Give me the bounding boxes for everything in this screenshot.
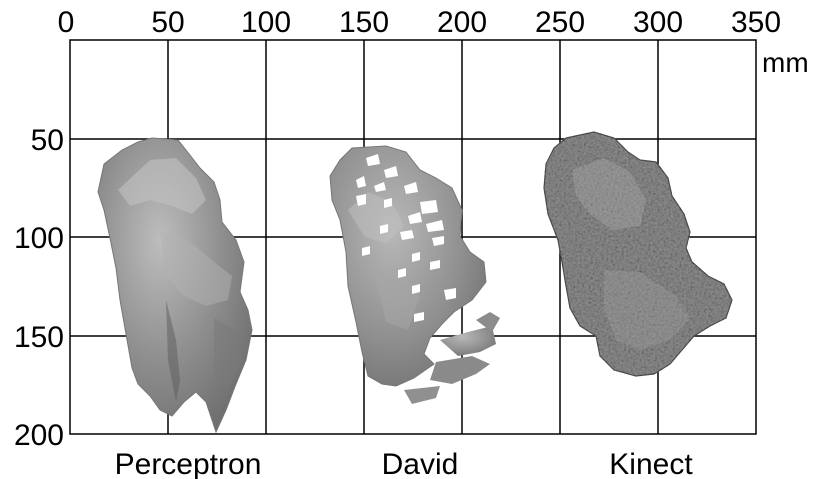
y-tick-label: 100 <box>14 222 64 255</box>
scan-label-david: David <box>382 448 459 479</box>
scan-label-kinect: Kinect <box>609 448 693 479</box>
kinect-scan <box>543 131 733 377</box>
scan-holes <box>356 154 456 322</box>
perceptron-scan <box>97 137 253 434</box>
y-tick-labels: 50 100 150 200 <box>14 124 64 452</box>
x-tick-label: 50 <box>151 6 184 39</box>
y-tick-label: 50 <box>31 124 64 157</box>
x-tick-label: 0 <box>58 6 75 39</box>
x-tick-label: 150 <box>339 6 389 39</box>
x-tick-label: 200 <box>437 6 487 39</box>
x-tick-label: 100 <box>241 6 291 39</box>
scan-labels: Perceptron David Kinect <box>115 448 694 479</box>
y-tick-label: 150 <box>14 321 64 354</box>
x-tick-label: 350 <box>731 6 781 39</box>
david-scan <box>329 145 500 404</box>
x-tick-labels: 0 50 100 150 200 250 300 350 <box>58 6 781 39</box>
x-tick-label: 250 <box>535 6 585 39</box>
scan-label-perceptron: Perceptron <box>115 448 262 479</box>
y-tick-label: 200 <box>14 419 64 452</box>
x-axis-unit: mm <box>762 47 809 78</box>
x-tick-label: 300 <box>633 6 683 39</box>
